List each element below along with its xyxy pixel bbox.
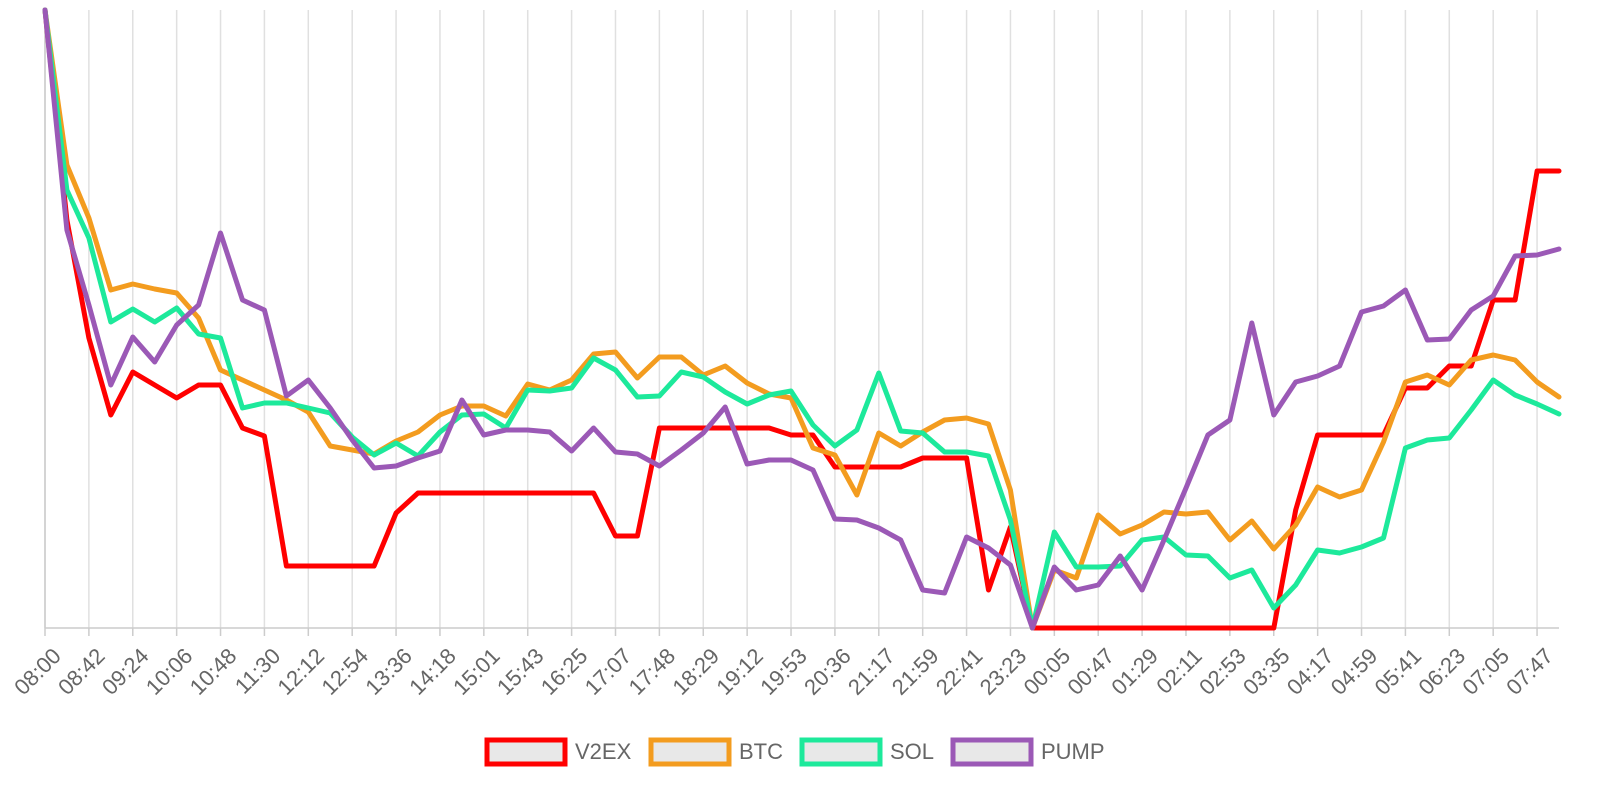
- x-tick-label: 19:53: [755, 643, 812, 700]
- x-tick-label: 00:47: [1062, 643, 1119, 700]
- x-tick-label: 04:59: [1326, 643, 1383, 700]
- x-tick-label: 14:18: [404, 643, 461, 700]
- legend-swatch: [648, 737, 732, 767]
- legend: V2EX BTC SOL PUMP: [484, 737, 1105, 767]
- series-line: [42, 7, 1562, 631]
- x-tick-label: 21:59: [887, 643, 944, 700]
- x-tick-label: 20:36: [799, 643, 856, 700]
- legend-label: PUMP: [1041, 739, 1105, 764]
- x-tick-label: 07:47: [1501, 643, 1558, 700]
- legend-label: V2EX: [575, 739, 632, 764]
- x-tick-label: 21:17: [843, 643, 900, 700]
- x-tick-label: 01:29: [1106, 643, 1163, 700]
- x-tick-label: 11:30: [230, 643, 285, 698]
- x-tick-label: 02:11: [1151, 643, 1206, 698]
- x-tick-label: 10:48: [185, 643, 242, 700]
- x-tick-label: 18:29: [667, 643, 724, 700]
- legend-swatch: [484, 737, 568, 767]
- x-tick-label: 08:42: [53, 643, 110, 700]
- x-tick-label: 07:05: [1457, 643, 1514, 700]
- x-tick-label: 17:07: [580, 643, 637, 700]
- x-tick-label: 16:25: [536, 643, 593, 700]
- series-line: [42, 7, 1562, 631]
- series-line: [42, 7, 1562, 631]
- x-tick-label: 12:54: [316, 643, 373, 700]
- x-tick-label: 15:43: [492, 643, 549, 700]
- x-tick-label: 17:48: [624, 643, 681, 700]
- legend-label: SOL: [890, 739, 934, 764]
- x-tick-label: 10:06: [141, 643, 198, 700]
- legend-swatch: [950, 737, 1034, 767]
- x-tick-label: 15:01: [448, 643, 505, 700]
- legend-label: BTC: [739, 739, 783, 764]
- x-tick-label: 02:53: [1194, 643, 1251, 700]
- x-tick-label: 04:17: [1282, 643, 1339, 700]
- x-tick-label: 00:05: [1019, 643, 1076, 700]
- x-tick-label: 09:24: [97, 643, 154, 700]
- legend-swatch: [799, 737, 883, 767]
- x-tick-label: 05:41: [1370, 643, 1427, 700]
- x-tick-label: 12:12: [273, 643, 330, 700]
- x-tick-label: 03:35: [1238, 643, 1295, 700]
- x-tick-label: 13:36: [360, 643, 417, 700]
- x-tick-label: 08:00: [9, 643, 66, 700]
- x-tick-label: 23:23: [975, 643, 1032, 700]
- x-tick-label: 19:12: [711, 643, 768, 700]
- series-line: [42, 7, 1562, 631]
- x-tick-label: 22:41: [931, 643, 988, 700]
- x-tick-label: 06:23: [1414, 643, 1471, 700]
